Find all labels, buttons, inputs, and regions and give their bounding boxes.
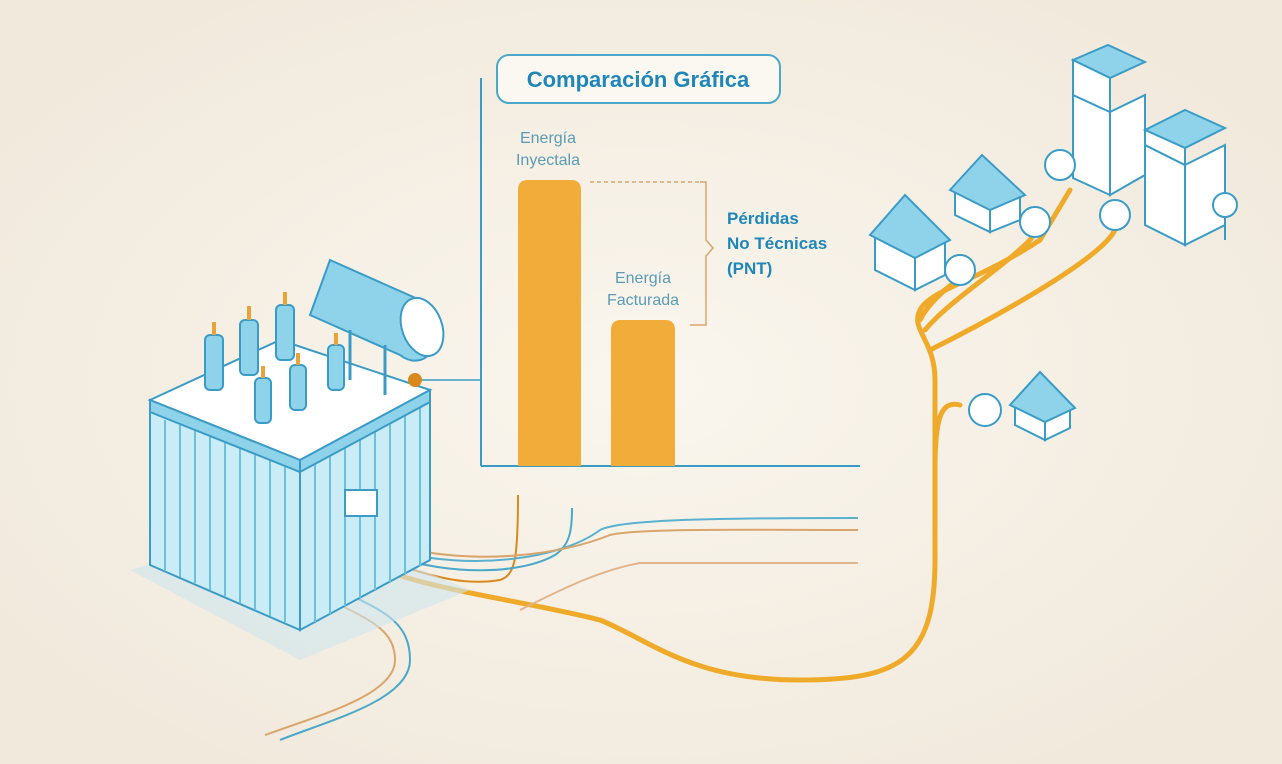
bar-label: Energía bbox=[615, 270, 671, 287]
bar-label: Energía bbox=[520, 130, 576, 147]
bar-injected bbox=[518, 180, 581, 466]
bar-label: Inyectala bbox=[516, 152, 580, 169]
annotation: Pérdidas bbox=[727, 209, 799, 228]
tree bbox=[1213, 193, 1237, 217]
annotation: (PNT) bbox=[727, 259, 772, 278]
panel-title: Comparación Gráfica bbox=[527, 67, 750, 92]
leader-dot bbox=[408, 373, 422, 387]
annotation: No Técnicas bbox=[727, 234, 827, 253]
bar-billed bbox=[611, 320, 675, 466]
nameplate bbox=[345, 490, 377, 516]
infographic: Comparación Gráfica Energía Inyectala En… bbox=[0, 0, 1282, 764]
bar-label: Facturada bbox=[607, 292, 679, 309]
